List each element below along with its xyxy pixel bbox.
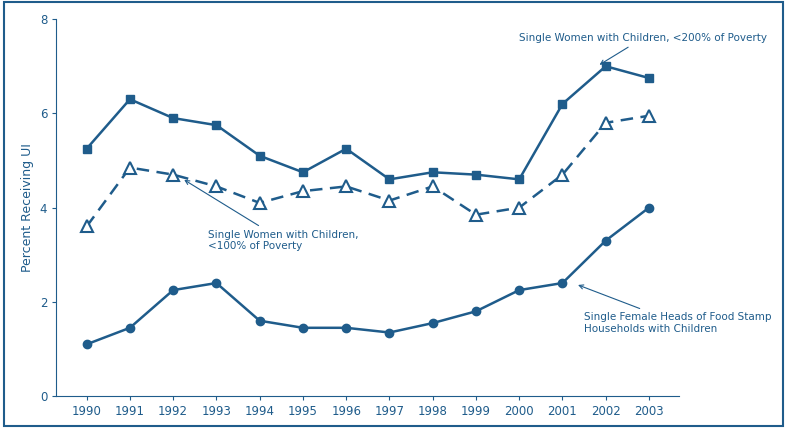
- Y-axis label: Percent Receiving UI: Percent Receiving UI: [21, 143, 35, 272]
- Text: Single Women with Children, <200% of Poverty: Single Women with Children, <200% of Pov…: [519, 33, 767, 64]
- Text: Single Female Heads of Food Stamp
Households with Children: Single Female Heads of Food Stamp Househ…: [579, 285, 771, 334]
- Text: Single Women with Children,
<100% of Poverty: Single Women with Children, <100% of Pov…: [185, 181, 358, 251]
